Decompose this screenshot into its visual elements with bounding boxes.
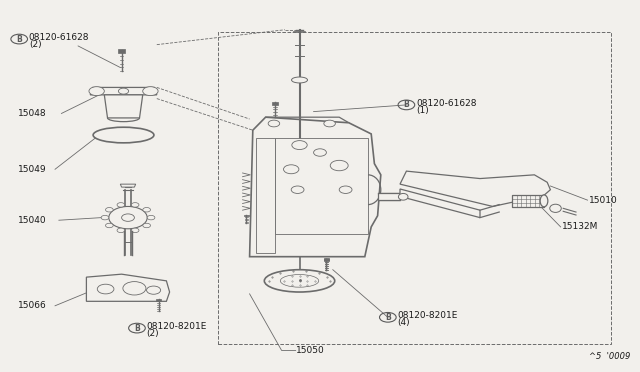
- Circle shape: [123, 282, 146, 295]
- Circle shape: [291, 186, 304, 193]
- Polygon shape: [118, 49, 125, 53]
- Text: 08120-61628: 08120-61628: [416, 99, 477, 108]
- Polygon shape: [324, 258, 329, 260]
- Text: B: B: [17, 35, 22, 44]
- Circle shape: [143, 208, 150, 212]
- Text: 08120-61628: 08120-61628: [29, 33, 90, 42]
- Circle shape: [284, 165, 299, 174]
- Bar: [378, 193, 400, 200]
- Text: 08120-8201E: 08120-8201E: [147, 322, 207, 331]
- Polygon shape: [156, 299, 161, 301]
- Circle shape: [118, 88, 129, 94]
- Polygon shape: [90, 87, 157, 95]
- Text: B: B: [134, 324, 140, 333]
- Text: (1): (1): [416, 106, 429, 115]
- Circle shape: [89, 87, 104, 96]
- Bar: [512, 195, 544, 207]
- Circle shape: [101, 215, 109, 220]
- Circle shape: [143, 87, 158, 96]
- Polygon shape: [86, 274, 170, 301]
- Polygon shape: [250, 117, 381, 257]
- Ellipse shape: [292, 77, 308, 83]
- Text: 15066: 15066: [18, 301, 47, 310]
- Polygon shape: [120, 184, 136, 187]
- Polygon shape: [275, 138, 368, 234]
- Text: B: B: [385, 313, 390, 322]
- Polygon shape: [256, 138, 275, 253]
- Circle shape: [143, 223, 150, 228]
- Text: 15132M: 15132M: [562, 222, 598, 231]
- Circle shape: [109, 206, 147, 229]
- Text: 15048: 15048: [18, 109, 47, 118]
- Circle shape: [147, 286, 161, 294]
- Circle shape: [106, 208, 113, 212]
- Circle shape: [117, 203, 125, 207]
- Circle shape: [147, 215, 155, 220]
- Circle shape: [97, 284, 114, 294]
- Polygon shape: [272, 102, 278, 105]
- Circle shape: [292, 141, 307, 150]
- Ellipse shape: [550, 204, 561, 212]
- Ellipse shape: [93, 127, 154, 143]
- Circle shape: [268, 120, 280, 127]
- Polygon shape: [400, 189, 480, 218]
- Polygon shape: [324, 259, 329, 261]
- Circle shape: [330, 160, 348, 171]
- Polygon shape: [400, 171, 550, 206]
- Circle shape: [117, 228, 125, 232]
- Circle shape: [122, 214, 134, 221]
- Circle shape: [131, 203, 139, 207]
- Ellipse shape: [540, 195, 548, 207]
- Polygon shape: [266, 117, 349, 130]
- Circle shape: [314, 149, 326, 156]
- Polygon shape: [104, 95, 143, 118]
- Ellipse shape: [264, 270, 335, 292]
- Circle shape: [106, 223, 113, 228]
- Text: 15049: 15049: [18, 165, 47, 174]
- Text: (2): (2): [147, 329, 159, 338]
- Text: 15010: 15010: [589, 196, 618, 205]
- Polygon shape: [244, 215, 249, 216]
- Text: (2): (2): [29, 40, 42, 49]
- Text: B: B: [404, 100, 409, 109]
- Text: 08120-8201E: 08120-8201E: [397, 311, 458, 320]
- Circle shape: [324, 120, 335, 127]
- Ellipse shape: [398, 193, 408, 200]
- Circle shape: [339, 186, 352, 193]
- Ellipse shape: [280, 275, 319, 287]
- Text: 15040: 15040: [18, 216, 47, 225]
- Text: 15050: 15050: [296, 346, 324, 355]
- Text: (4): (4): [397, 318, 410, 327]
- Text: ^5  '0009: ^5 '0009: [589, 352, 630, 361]
- Circle shape: [131, 228, 139, 232]
